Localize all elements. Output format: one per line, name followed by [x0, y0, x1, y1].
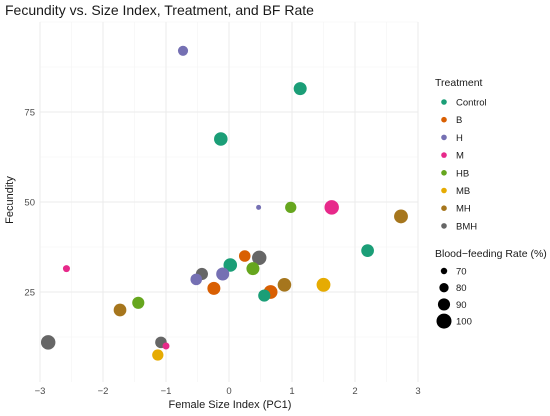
legend-label-h: H: [456, 133, 463, 144]
legend-label-bmh: BMH: [456, 221, 477, 232]
data-point-mb: [316, 277, 331, 292]
data-point-b: [207, 281, 221, 295]
data-point-mh: [113, 303, 127, 317]
data-point-control: [293, 82, 307, 96]
data-point-hb: [246, 262, 260, 276]
color-legend-title: Treatment: [435, 77, 483, 89]
data-point-h: [216, 267, 230, 281]
legend-key-mb: [441, 187, 447, 194]
data-point-bmh: [40, 335, 56, 350]
size-legend-key: [439, 283, 449, 293]
data-point-m: [162, 342, 170, 350]
data-point-m: [324, 200, 339, 215]
legend-label-m: M: [456, 151, 464, 162]
size-legend-label: 90: [456, 300, 467, 311]
legend-key-mh: [441, 205, 447, 211]
x-tick-label: 3: [415, 386, 420, 397]
legend-label-hb: HB: [456, 168, 469, 179]
legend-key-b: [441, 116, 447, 123]
grid: [39, 21, 419, 382]
x-tick-label: 1: [289, 386, 294, 397]
data-point-m: [62, 265, 70, 273]
data-point-bmh: [252, 250, 267, 266]
y-tick-label: 75: [24, 108, 35, 119]
y-axis-title: Fecundity: [4, 176, 16, 224]
legend-key-control: [441, 99, 447, 105]
x-tick-label: 0: [226, 386, 231, 397]
x-axis-ticks: −3 −2 −1 0 1 2 3: [35, 386, 421, 397]
color-legend: Control BHM HB MB MH BMH: [441, 98, 487, 232]
data-point-control: [214, 132, 228, 146]
x-tick-label: 2: [352, 386, 357, 397]
y-tick-label: 25: [24, 288, 35, 299]
data-point-mb: [152, 349, 164, 361]
size-legend-label: 80: [456, 283, 467, 294]
x-axis-title: Female Size Index (PC1): [169, 399, 292, 411]
legend-label-mb: MB: [456, 186, 470, 197]
size-legend: 70 80 90 100: [436, 267, 472, 329]
data-point-b: [238, 250, 251, 262]
size-legend-key: [436, 313, 452, 329]
data-point-mh: [394, 209, 408, 224]
data-point-hb: [132, 296, 145, 309]
data-point-h: [177, 45, 189, 56]
legend-label-control: Control: [456, 98, 487, 109]
legend-label-b: B: [456, 115, 462, 126]
legend-label-mh: MH: [456, 204, 471, 215]
data-point-hb: [285, 201, 297, 214]
chart-title: Fecundity vs. Size Index, Treatment, and…: [5, 2, 314, 18]
y-tick-label: 50: [24, 198, 35, 209]
size-legend-label: 70: [456, 267, 467, 278]
legend-key-hb: [441, 170, 447, 176]
legend-key-bmh: [441, 223, 447, 229]
data-point-h: [256, 204, 262, 210]
size-legend-key: [437, 298, 451, 311]
legend-key-m: [441, 152, 447, 158]
data-point-control: [258, 289, 271, 302]
legend-key-h: [441, 134, 447, 141]
x-tick-label: −1: [161, 386, 172, 397]
data-point-mh: [277, 278, 292, 292]
x-tick-label: −2: [98, 386, 109, 397]
data-point-control: [223, 258, 238, 272]
size-legend-label: 100: [456, 317, 472, 328]
data-point-h: [190, 273, 203, 286]
data-points: [40, 45, 408, 361]
y-axis-ticks: 25 50 75: [24, 108, 35, 299]
x-tick-label: −3: [35, 386, 46, 397]
data-point-control: [361, 244, 374, 257]
size-legend-key: [440, 267, 448, 275]
size-legend-title: Blood−feeding Rate (%): [435, 248, 547, 260]
